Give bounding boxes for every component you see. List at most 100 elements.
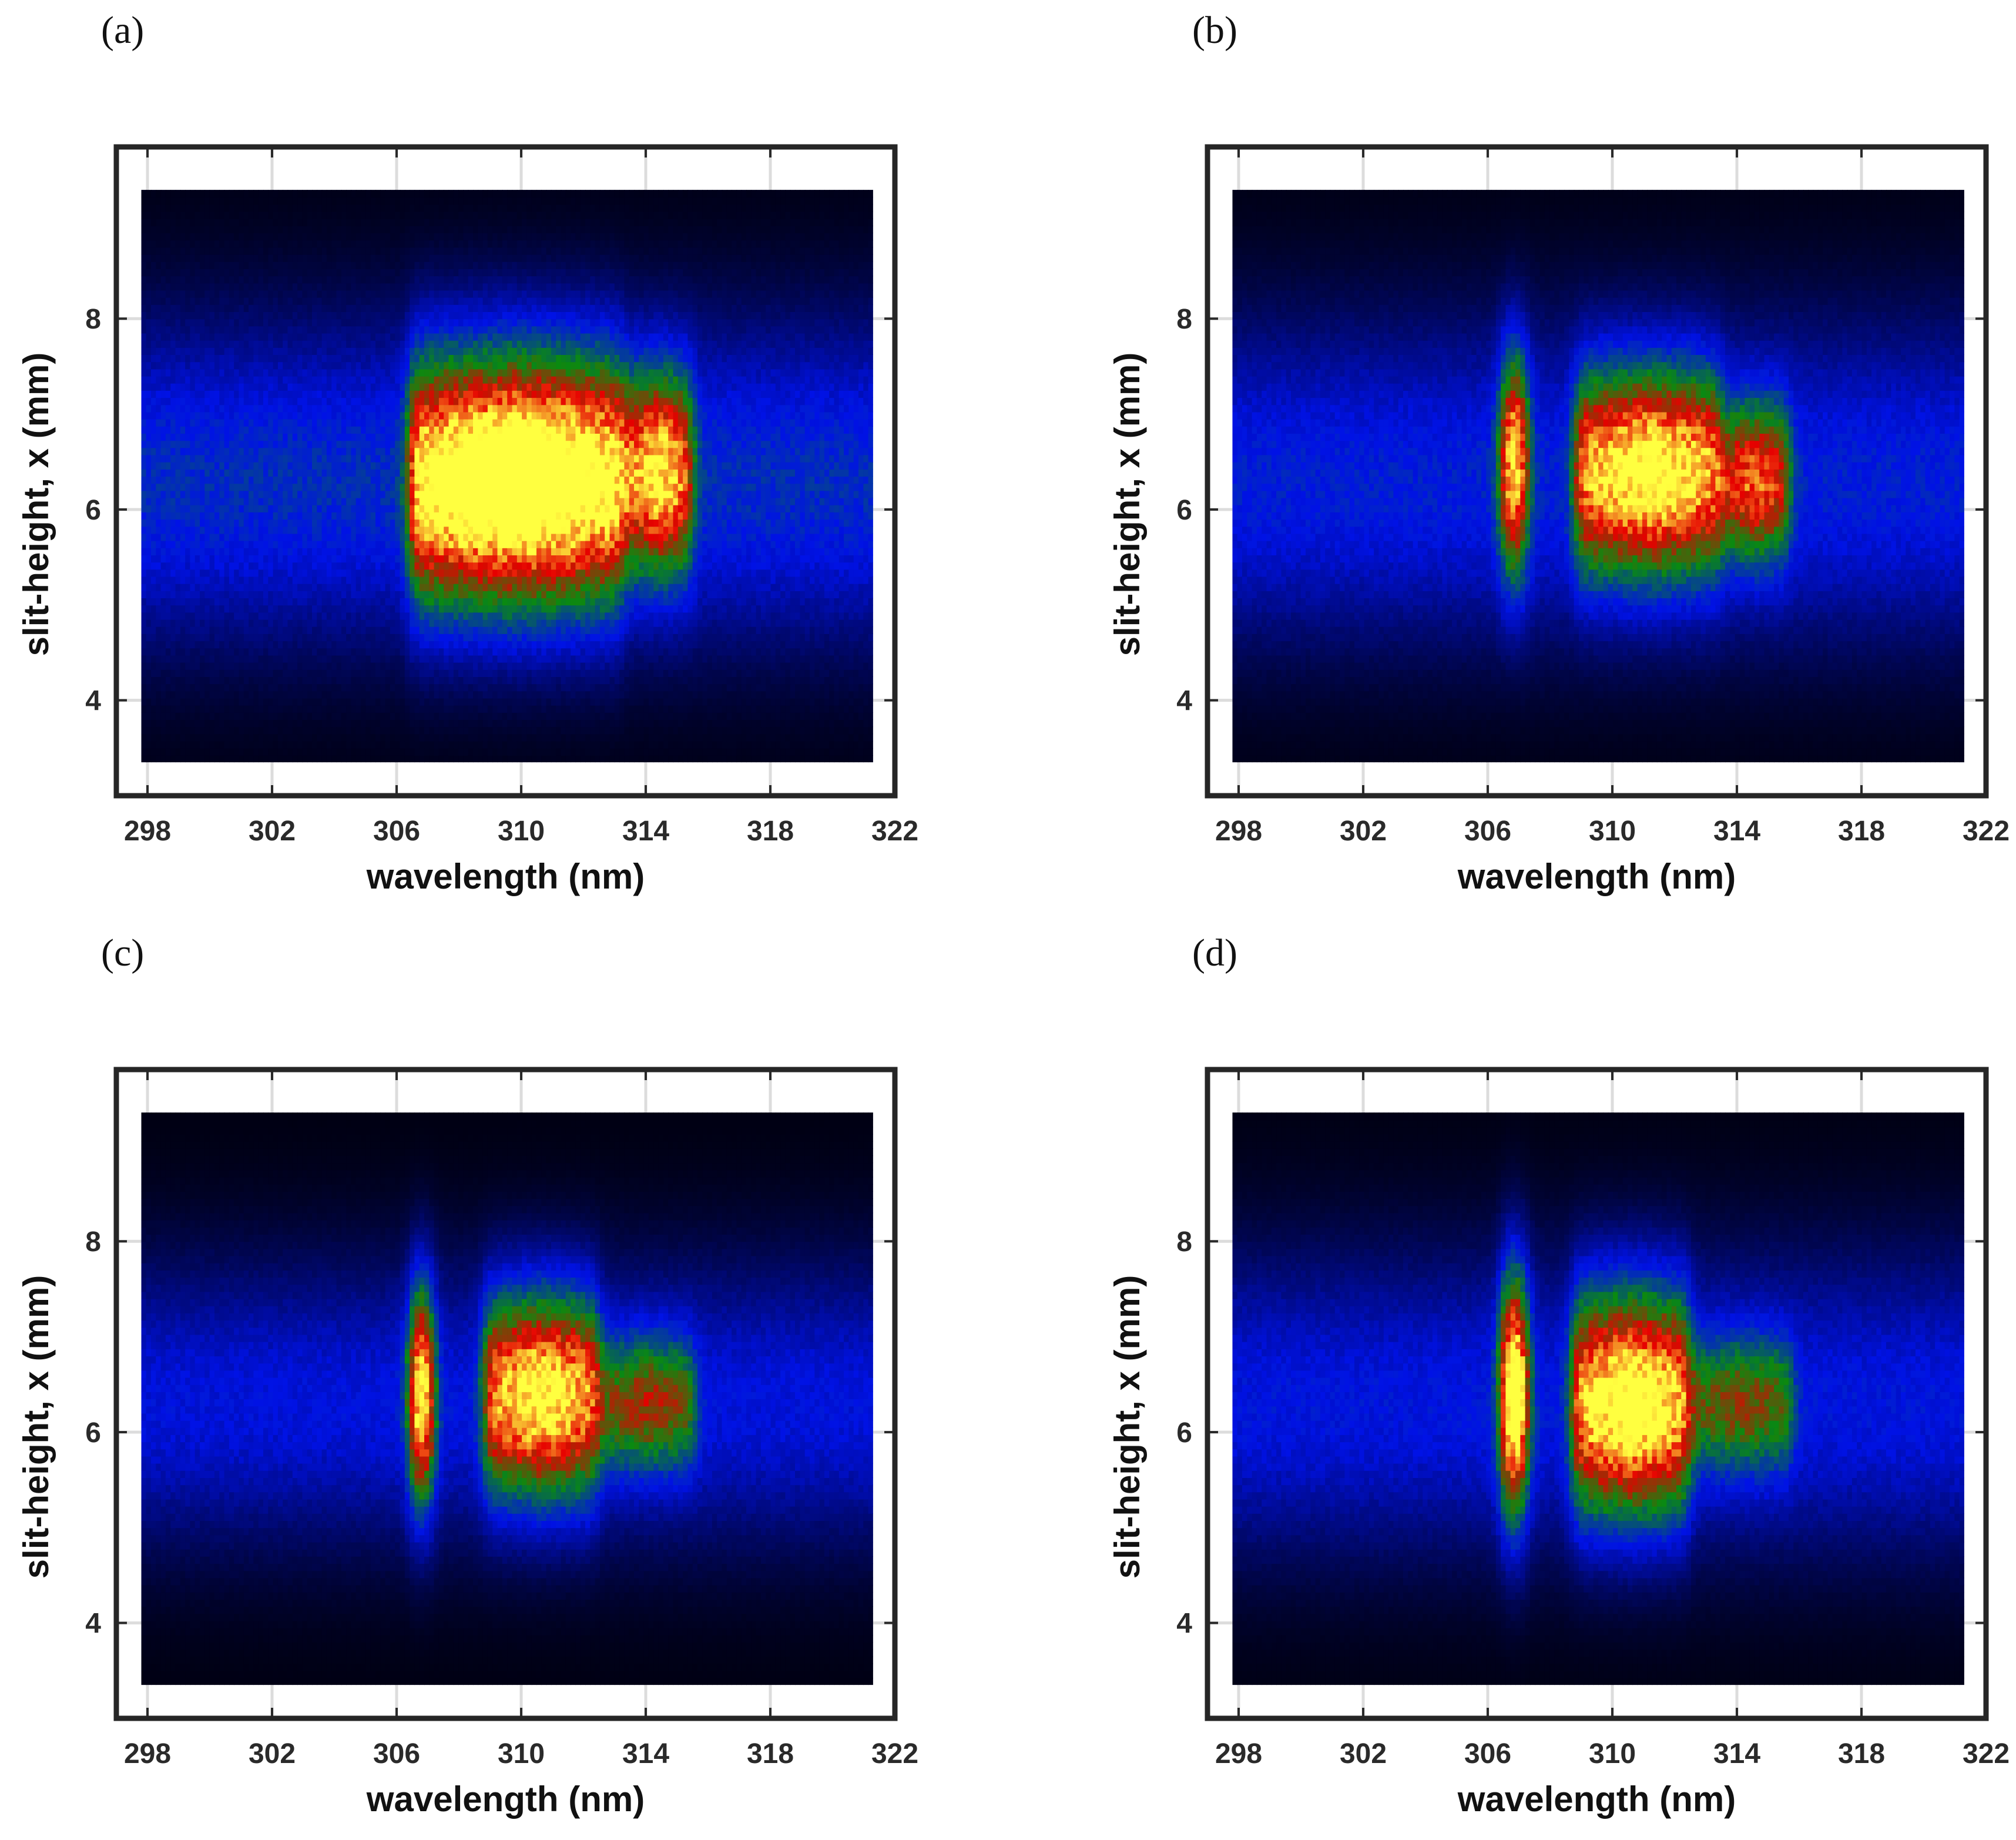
heatmap-cell bbox=[619, 740, 625, 749]
heatmap-cell bbox=[434, 583, 440, 591]
heatmap-cell bbox=[346, 669, 352, 677]
heatmap-cell bbox=[795, 748, 801, 756]
heatmap-cell bbox=[609, 676, 615, 685]
heatmap-cell bbox=[590, 705, 596, 713]
heatmap-cell bbox=[780, 655, 786, 663]
heatmap-cell bbox=[707, 719, 713, 728]
heatmap-cell bbox=[180, 540, 186, 548]
heatmap-cell bbox=[770, 540, 776, 548]
heatmap-cell bbox=[277, 555, 284, 563]
heatmap-cell bbox=[653, 676, 659, 685]
heatmap-cell bbox=[355, 641, 361, 649]
heatmap-cell bbox=[863, 555, 869, 563]
heatmap-cell bbox=[429, 626, 435, 634]
heatmap-cell bbox=[546, 533, 552, 541]
heatmap-cell bbox=[170, 590, 176, 598]
heatmap-cell bbox=[355, 655, 361, 663]
heatmap-cell bbox=[741, 641, 747, 649]
heatmap-cell bbox=[160, 655, 166, 663]
heatmap-cell bbox=[156, 533, 162, 541]
heatmap-cell bbox=[751, 562, 757, 570]
heatmap-cell bbox=[434, 712, 440, 720]
heatmap-cell bbox=[760, 562, 767, 570]
heatmap-cell bbox=[190, 655, 196, 663]
heatmap-cell bbox=[639, 655, 645, 663]
heatmap-cell bbox=[561, 634, 566, 642]
heatmap-cell bbox=[438, 583, 445, 591]
heatmap-cell bbox=[741, 634, 747, 642]
heatmap-cell bbox=[643, 755, 649, 763]
heatmap-cell bbox=[692, 719, 698, 728]
heatmap-cell bbox=[307, 719, 313, 728]
heatmap-cell bbox=[658, 740, 664, 749]
heatmap-cell bbox=[258, 533, 264, 541]
heatmap-cell bbox=[224, 634, 230, 642]
heatmap-cell bbox=[814, 712, 820, 720]
heatmap-cell bbox=[229, 755, 235, 763]
heatmap-cell bbox=[599, 562, 606, 570]
heatmap-cell bbox=[424, 641, 430, 649]
heatmap-cell bbox=[287, 705, 293, 713]
heatmap-cell bbox=[512, 733, 518, 742]
heatmap-cell bbox=[502, 605, 508, 613]
heatmap-cell bbox=[219, 583, 225, 591]
heatmap-cell bbox=[473, 583, 479, 591]
heatmap-cell bbox=[151, 705, 157, 713]
heatmap-cell bbox=[341, 576, 347, 584]
heatmap-cell bbox=[668, 669, 674, 677]
heatmap-cell bbox=[414, 583, 420, 591]
heatmap-cell bbox=[648, 705, 655, 713]
heatmap-cell bbox=[848, 547, 854, 555]
heatmap-cell bbox=[634, 547, 640, 555]
heatmap-cell bbox=[590, 634, 596, 642]
heatmap-cell bbox=[283, 569, 289, 577]
heatmap-cell bbox=[766, 612, 771, 620]
heatmap-cell bbox=[634, 569, 640, 577]
heatmap-cell bbox=[863, 605, 869, 613]
heatmap-cell bbox=[424, 733, 430, 742]
heatmap-cell bbox=[351, 533, 357, 541]
heatmap-cell bbox=[736, 547, 742, 555]
heatmap-cell bbox=[673, 634, 679, 642]
heatmap-cell bbox=[253, 648, 259, 656]
heatmap-cell bbox=[810, 547, 816, 555]
heatmap-cell bbox=[697, 726, 703, 735]
heatmap-cell bbox=[229, 583, 235, 591]
heatmap-cell bbox=[868, 740, 873, 749]
heatmap-cell bbox=[804, 583, 810, 591]
heatmap-cell bbox=[746, 755, 752, 763]
heatmap-cell bbox=[229, 655, 235, 663]
heatmap-cell bbox=[766, 691, 771, 699]
heatmap-cell bbox=[668, 698, 674, 706]
heatmap-cell bbox=[673, 726, 679, 735]
heatmap-cell bbox=[365, 669, 371, 677]
heatmap-cell bbox=[653, 748, 659, 756]
heatmap-cell bbox=[565, 733, 571, 742]
heatmap-cell bbox=[785, 547, 791, 555]
heatmap-cell bbox=[463, 740, 469, 749]
heatmap-cell bbox=[853, 719, 859, 728]
heatmap-cell bbox=[487, 691, 494, 699]
heatmap-cell bbox=[736, 705, 742, 713]
heatmap-cell bbox=[687, 748, 693, 756]
heatmap-cell bbox=[790, 540, 796, 548]
heatmap-cell bbox=[297, 598, 303, 606]
heatmap-cell bbox=[834, 612, 840, 620]
heatmap-cell bbox=[516, 748, 522, 756]
heatmap-cell bbox=[736, 583, 742, 591]
heatmap-cell bbox=[785, 719, 791, 728]
heatmap-cell bbox=[819, 705, 825, 713]
heatmap-cell bbox=[526, 648, 532, 656]
heatmap-cell bbox=[258, 562, 264, 570]
heatmap-cell bbox=[400, 641, 405, 649]
heatmap-cell bbox=[848, 719, 854, 728]
heatmap-cell bbox=[697, 626, 703, 634]
heatmap-cell bbox=[677, 526, 683, 534]
heatmap-cell bbox=[297, 576, 303, 584]
heatmap-cell bbox=[243, 705, 249, 713]
heatmap-cell bbox=[766, 712, 771, 720]
heatmap-cell bbox=[502, 719, 508, 728]
heatmap-cell bbox=[283, 655, 289, 663]
heatmap-cell bbox=[556, 533, 562, 541]
heatmap-cell bbox=[746, 533, 752, 541]
